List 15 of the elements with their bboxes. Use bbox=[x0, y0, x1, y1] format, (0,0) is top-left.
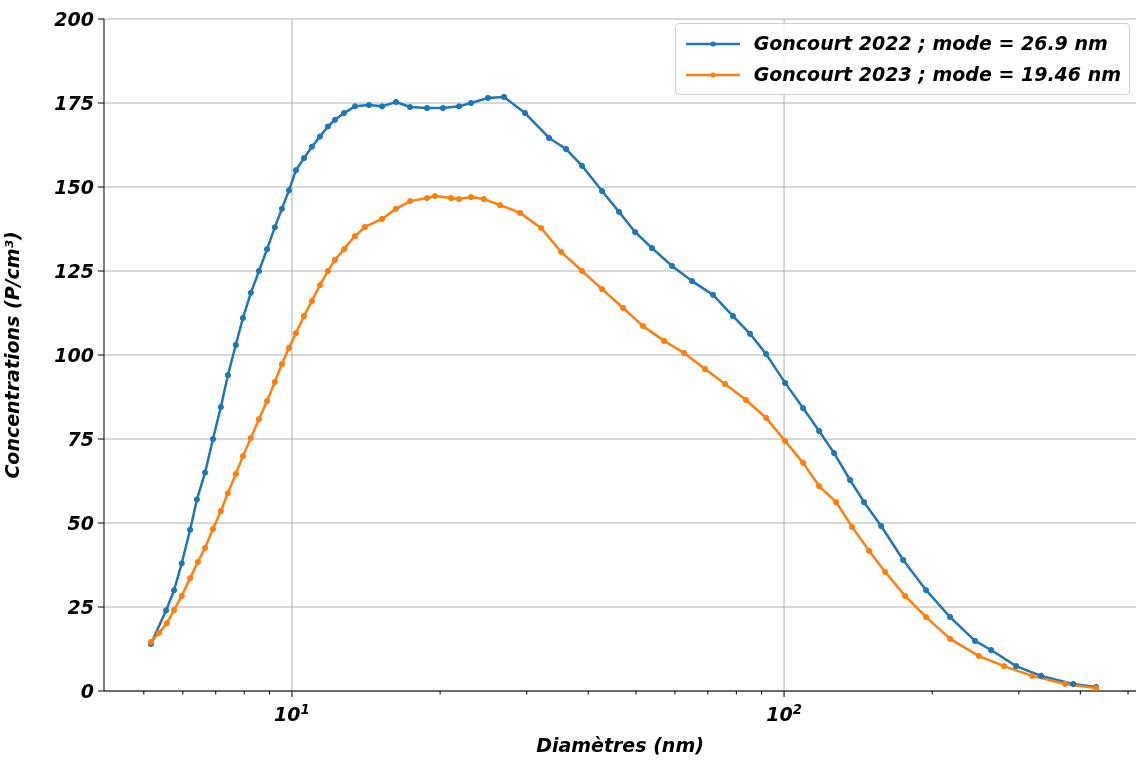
y-tick-label: 75 bbox=[67, 427, 94, 450]
x-tick-label: 10$^{1}$ bbox=[274, 701, 310, 725]
y-tick-label: 175 bbox=[54, 91, 94, 114]
y-tick-label: 25 bbox=[67, 595, 94, 618]
y-tick-label: 200 bbox=[54, 7, 94, 30]
x-tick-label: 10$^{2}$ bbox=[766, 701, 802, 725]
legend-label: Goncourt 2023 ; mode = 19.46 nm bbox=[753, 62, 1121, 87]
y-tick-label: 150 bbox=[54, 175, 94, 198]
y-tick-label: 0 bbox=[80, 679, 94, 702]
x-axis-title: Diamètres (nm) bbox=[536, 734, 704, 756]
y-tick-label: 125 bbox=[54, 259, 94, 282]
y-tick-label: 50 bbox=[67, 511, 94, 534]
legend-label: Goncourt 2022 ; mode = 26.9 nm bbox=[753, 31, 1108, 56]
y-tick-label: 100 bbox=[54, 343, 94, 366]
y-axis-title: Concentrations (P/cm³) bbox=[0, 231, 23, 479]
